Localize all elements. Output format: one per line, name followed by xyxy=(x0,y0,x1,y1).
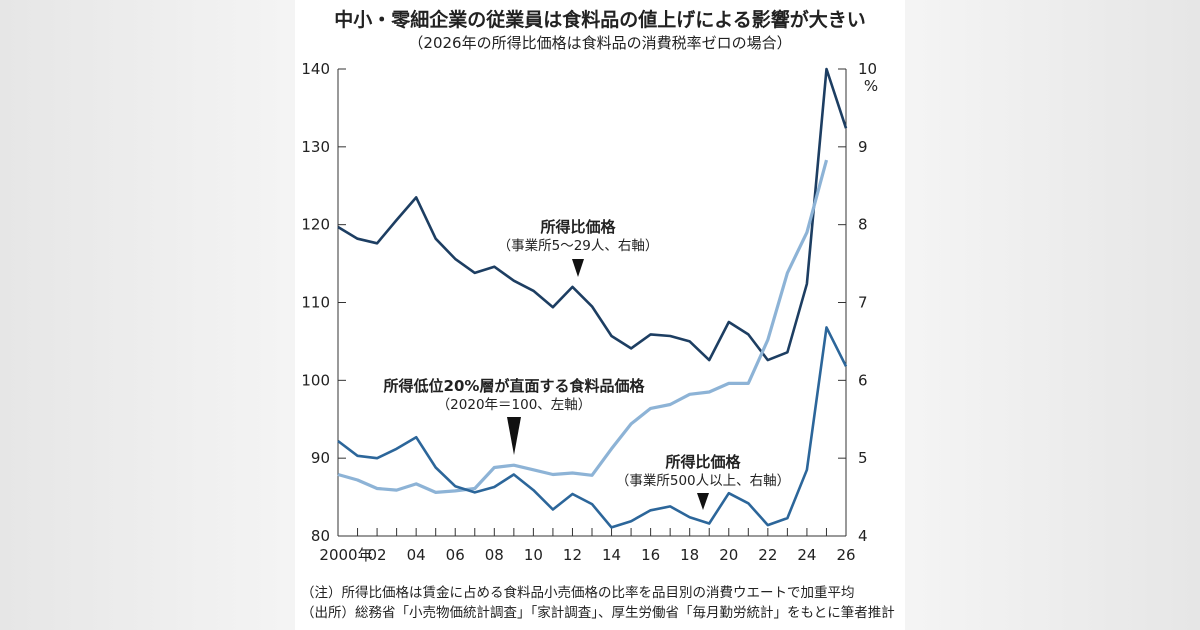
x-tick-label: 18 xyxy=(680,546,699,564)
y-left-tick-label: 120 xyxy=(301,216,330,234)
annotation-detail: （2020年＝100、左軸） xyxy=(437,397,592,413)
x-tick-label: 20 xyxy=(719,546,738,564)
series-line-1 xyxy=(337,67,848,362)
y-right-tick-label: 8 xyxy=(858,216,868,234)
y-right-tick-label: 4 xyxy=(858,527,868,545)
y-left-tick-label: 80 xyxy=(311,527,330,545)
x-tick-label: 16 xyxy=(641,546,660,564)
annotation-title: 所得比価格 xyxy=(665,453,741,471)
x-tick-label: 26 xyxy=(836,546,855,564)
y-right-tick-label: 7 xyxy=(858,294,868,312)
y-left-tick-label: 90 xyxy=(311,449,330,467)
x-tick-label: 22 xyxy=(758,546,777,564)
y-left-tick-label: 130 xyxy=(301,138,330,156)
chart-subtitle: （2026年の所得比価格は食料品の消費税率ゼロの場合） xyxy=(408,34,791,52)
y-right-tick-label: 5 xyxy=(858,449,868,467)
x-tick-label: 04 xyxy=(407,546,426,564)
series-line-2 xyxy=(337,159,829,494)
chart-panel xyxy=(295,0,905,630)
annotation-title: 所得比価格 xyxy=(540,218,616,236)
annotation-low-income-food-price: 所得低位20%層が直面する食料品価格 （2020年＝100、左軸） xyxy=(384,377,646,455)
y-left-tick-label: 100 xyxy=(301,371,330,389)
annotation-large-firms: 所得比価格 （事業所500人以上、右軸） xyxy=(616,453,790,510)
y-right-tick-label: 10 xyxy=(858,60,877,78)
pointer-arrow xyxy=(697,493,709,510)
series-line-3 xyxy=(337,326,848,529)
x-tick-label: 12 xyxy=(563,546,582,564)
x-tick-label: 14 xyxy=(602,546,621,564)
note-text: （注）所得比価格は賃金に占める食料品小売価格の比率を品目別の消費ウエートで加重平… xyxy=(301,584,855,601)
y-right-tick-label: 6 xyxy=(858,371,868,389)
annotation-small-firms: 所得比価格 （事業所5〜29人、右軸） xyxy=(498,218,659,277)
y-right-unit: % xyxy=(864,77,878,95)
y-right-tick-label: 9 xyxy=(858,138,868,156)
x-tick-label: 06 xyxy=(446,546,465,564)
x-tick-label: 24 xyxy=(797,546,816,564)
series-lines xyxy=(337,67,848,529)
annotation-detail: （事業所500人以上、右軸） xyxy=(616,473,790,489)
pointer-arrow xyxy=(507,417,521,455)
x-tick-label: 08 xyxy=(485,546,504,564)
pointer-arrow xyxy=(572,259,584,277)
x-tick-label: 10 xyxy=(524,546,543,564)
x-tick-label: 02 xyxy=(368,546,387,564)
y-left-tick-label: 110 xyxy=(301,294,330,312)
annotation-detail: （事業所5〜29人、右軸） xyxy=(498,238,659,254)
x-tick-label: 2000年 xyxy=(319,546,372,564)
annotation-title: 所得低位20%層が直面する食料品価格 xyxy=(384,377,646,395)
y-left-tick-label: 140 xyxy=(301,60,330,78)
source-text: （出所）総務省「小売物価統計調査」「家計調査」、厚生労働省「毎月勤労統計」をもと… xyxy=(301,604,895,621)
chart-title: 中小・零細企業の従業員は食料品の値上げによる影響が大きい xyxy=(334,8,865,31)
